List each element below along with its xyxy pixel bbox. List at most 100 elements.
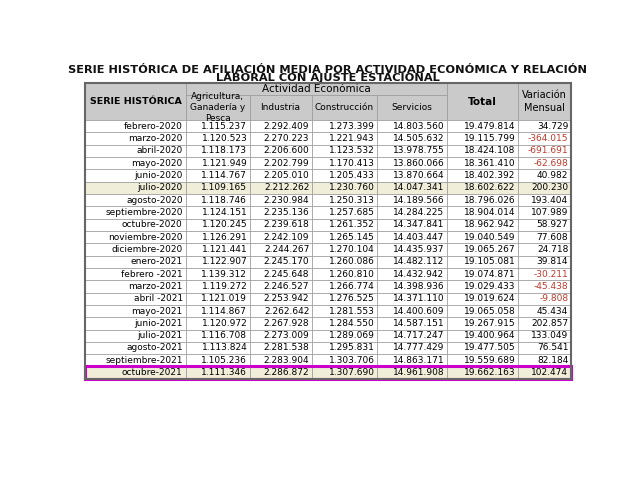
Text: 19.559.689: 19.559.689 (463, 356, 515, 365)
Text: 13.978.755: 13.978.755 (392, 146, 444, 156)
Bar (447, 194, 518, 206)
Bar (447, 83, 518, 120)
Text: 14.505.632: 14.505.632 (393, 134, 444, 143)
Text: 14.403.447: 14.403.447 (393, 232, 444, 241)
Bar (518, 231, 571, 243)
Text: 2.239.618: 2.239.618 (264, 220, 309, 230)
Text: 1.105.236: 1.105.236 (202, 356, 247, 365)
Text: 19.029.433: 19.029.433 (464, 282, 515, 291)
Bar (85, 354, 186, 366)
Text: 2.245.648: 2.245.648 (264, 270, 309, 278)
Text: septiembre-2021: septiembre-2021 (105, 356, 182, 365)
Text: 1.266.774: 1.266.774 (329, 282, 375, 291)
Bar (312, 256, 377, 268)
Text: 24.718: 24.718 (537, 245, 568, 254)
Text: 77.608: 77.608 (536, 232, 568, 241)
Bar (85, 120, 186, 132)
Text: 19.267.915: 19.267.915 (464, 319, 515, 328)
Bar (250, 305, 312, 317)
Text: marzo-2020: marzo-2020 (128, 134, 182, 143)
Bar (85, 83, 186, 120)
Bar (250, 206, 312, 218)
Bar (518, 292, 571, 305)
Bar (250, 280, 312, 292)
Text: septiembre-2020: septiembre-2020 (105, 208, 182, 217)
Text: Variación
Mensual: Variación Mensual (522, 90, 566, 113)
Text: 14.284.225: 14.284.225 (393, 208, 444, 217)
Bar (250, 292, 312, 305)
Bar (518, 305, 571, 317)
Bar (250, 157, 312, 170)
Bar (312, 342, 377, 354)
Text: 14.432.942: 14.432.942 (393, 270, 444, 278)
Bar (518, 83, 571, 120)
Text: Construcción: Construcción (315, 103, 374, 112)
Bar (312, 194, 377, 206)
Bar (312, 132, 377, 144)
Bar (518, 132, 571, 144)
Bar (447, 292, 518, 305)
Bar (377, 256, 447, 268)
Bar (85, 244, 186, 256)
Bar (377, 231, 447, 243)
Text: 19.105.081: 19.105.081 (463, 257, 515, 266)
Text: 19.477.505: 19.477.505 (464, 344, 515, 352)
Bar (312, 157, 377, 170)
Bar (85, 182, 186, 194)
Bar (447, 280, 518, 292)
Text: 13.860.066: 13.860.066 (392, 158, 444, 168)
Text: 19.065.267: 19.065.267 (464, 245, 515, 254)
Bar (447, 317, 518, 330)
Text: 14.961.908: 14.961.908 (392, 368, 444, 377)
Text: 45.434: 45.434 (537, 306, 568, 316)
Text: 107.989: 107.989 (531, 208, 568, 217)
Bar (250, 144, 312, 157)
Bar (447, 256, 518, 268)
Bar (447, 231, 518, 243)
Text: Total: Total (468, 96, 497, 106)
Text: 14.400.609: 14.400.609 (393, 306, 444, 316)
Text: 18.402.392: 18.402.392 (464, 171, 515, 180)
Bar (250, 182, 312, 194)
Text: 39.814: 39.814 (537, 257, 568, 266)
Bar (85, 280, 186, 292)
Text: febrero-2020: febrero-2020 (124, 122, 182, 130)
Text: 14.398.936: 14.398.936 (392, 282, 444, 291)
Bar (186, 132, 250, 144)
Bar (518, 157, 571, 170)
Bar (377, 244, 447, 256)
Text: 1.113.824: 1.113.824 (202, 344, 247, 352)
Text: -364.015: -364.015 (528, 134, 568, 143)
Text: 1.281.553: 1.281.553 (329, 306, 375, 316)
Bar (186, 206, 250, 218)
Text: abril -2021: abril -2021 (134, 294, 182, 303)
Bar (447, 244, 518, 256)
Bar (518, 268, 571, 280)
Bar (312, 218, 377, 231)
Text: 19.400.964: 19.400.964 (464, 331, 515, 340)
Bar (186, 218, 250, 231)
Bar (250, 218, 312, 231)
Bar (186, 280, 250, 292)
Text: 1.123.532: 1.123.532 (329, 146, 375, 156)
Bar (377, 366, 447, 379)
Bar (377, 144, 447, 157)
Bar (377, 280, 447, 292)
Text: 14.777.429: 14.777.429 (393, 344, 444, 352)
Bar (312, 366, 377, 379)
Bar (447, 342, 518, 354)
Bar (186, 317, 250, 330)
Text: -9.808: -9.808 (539, 294, 568, 303)
Text: 1.260.810: 1.260.810 (329, 270, 375, 278)
Text: 1.126.291: 1.126.291 (202, 232, 247, 241)
Bar (377, 182, 447, 194)
Bar (312, 182, 377, 194)
Bar (85, 231, 186, 243)
Bar (447, 268, 518, 280)
Text: 2.235.136: 2.235.136 (264, 208, 309, 217)
Bar (312, 96, 377, 120)
Bar (250, 231, 312, 243)
Text: SERIE HISTÓRICA DE AFILIACIÓN MEDIA POR ACTIVIDAD ECONÓMICA Y RELACIÓN: SERIE HISTÓRICA DE AFILIACIÓN MEDIA POR … (68, 64, 588, 74)
Bar (447, 144, 518, 157)
Text: 202.857: 202.857 (531, 319, 568, 328)
